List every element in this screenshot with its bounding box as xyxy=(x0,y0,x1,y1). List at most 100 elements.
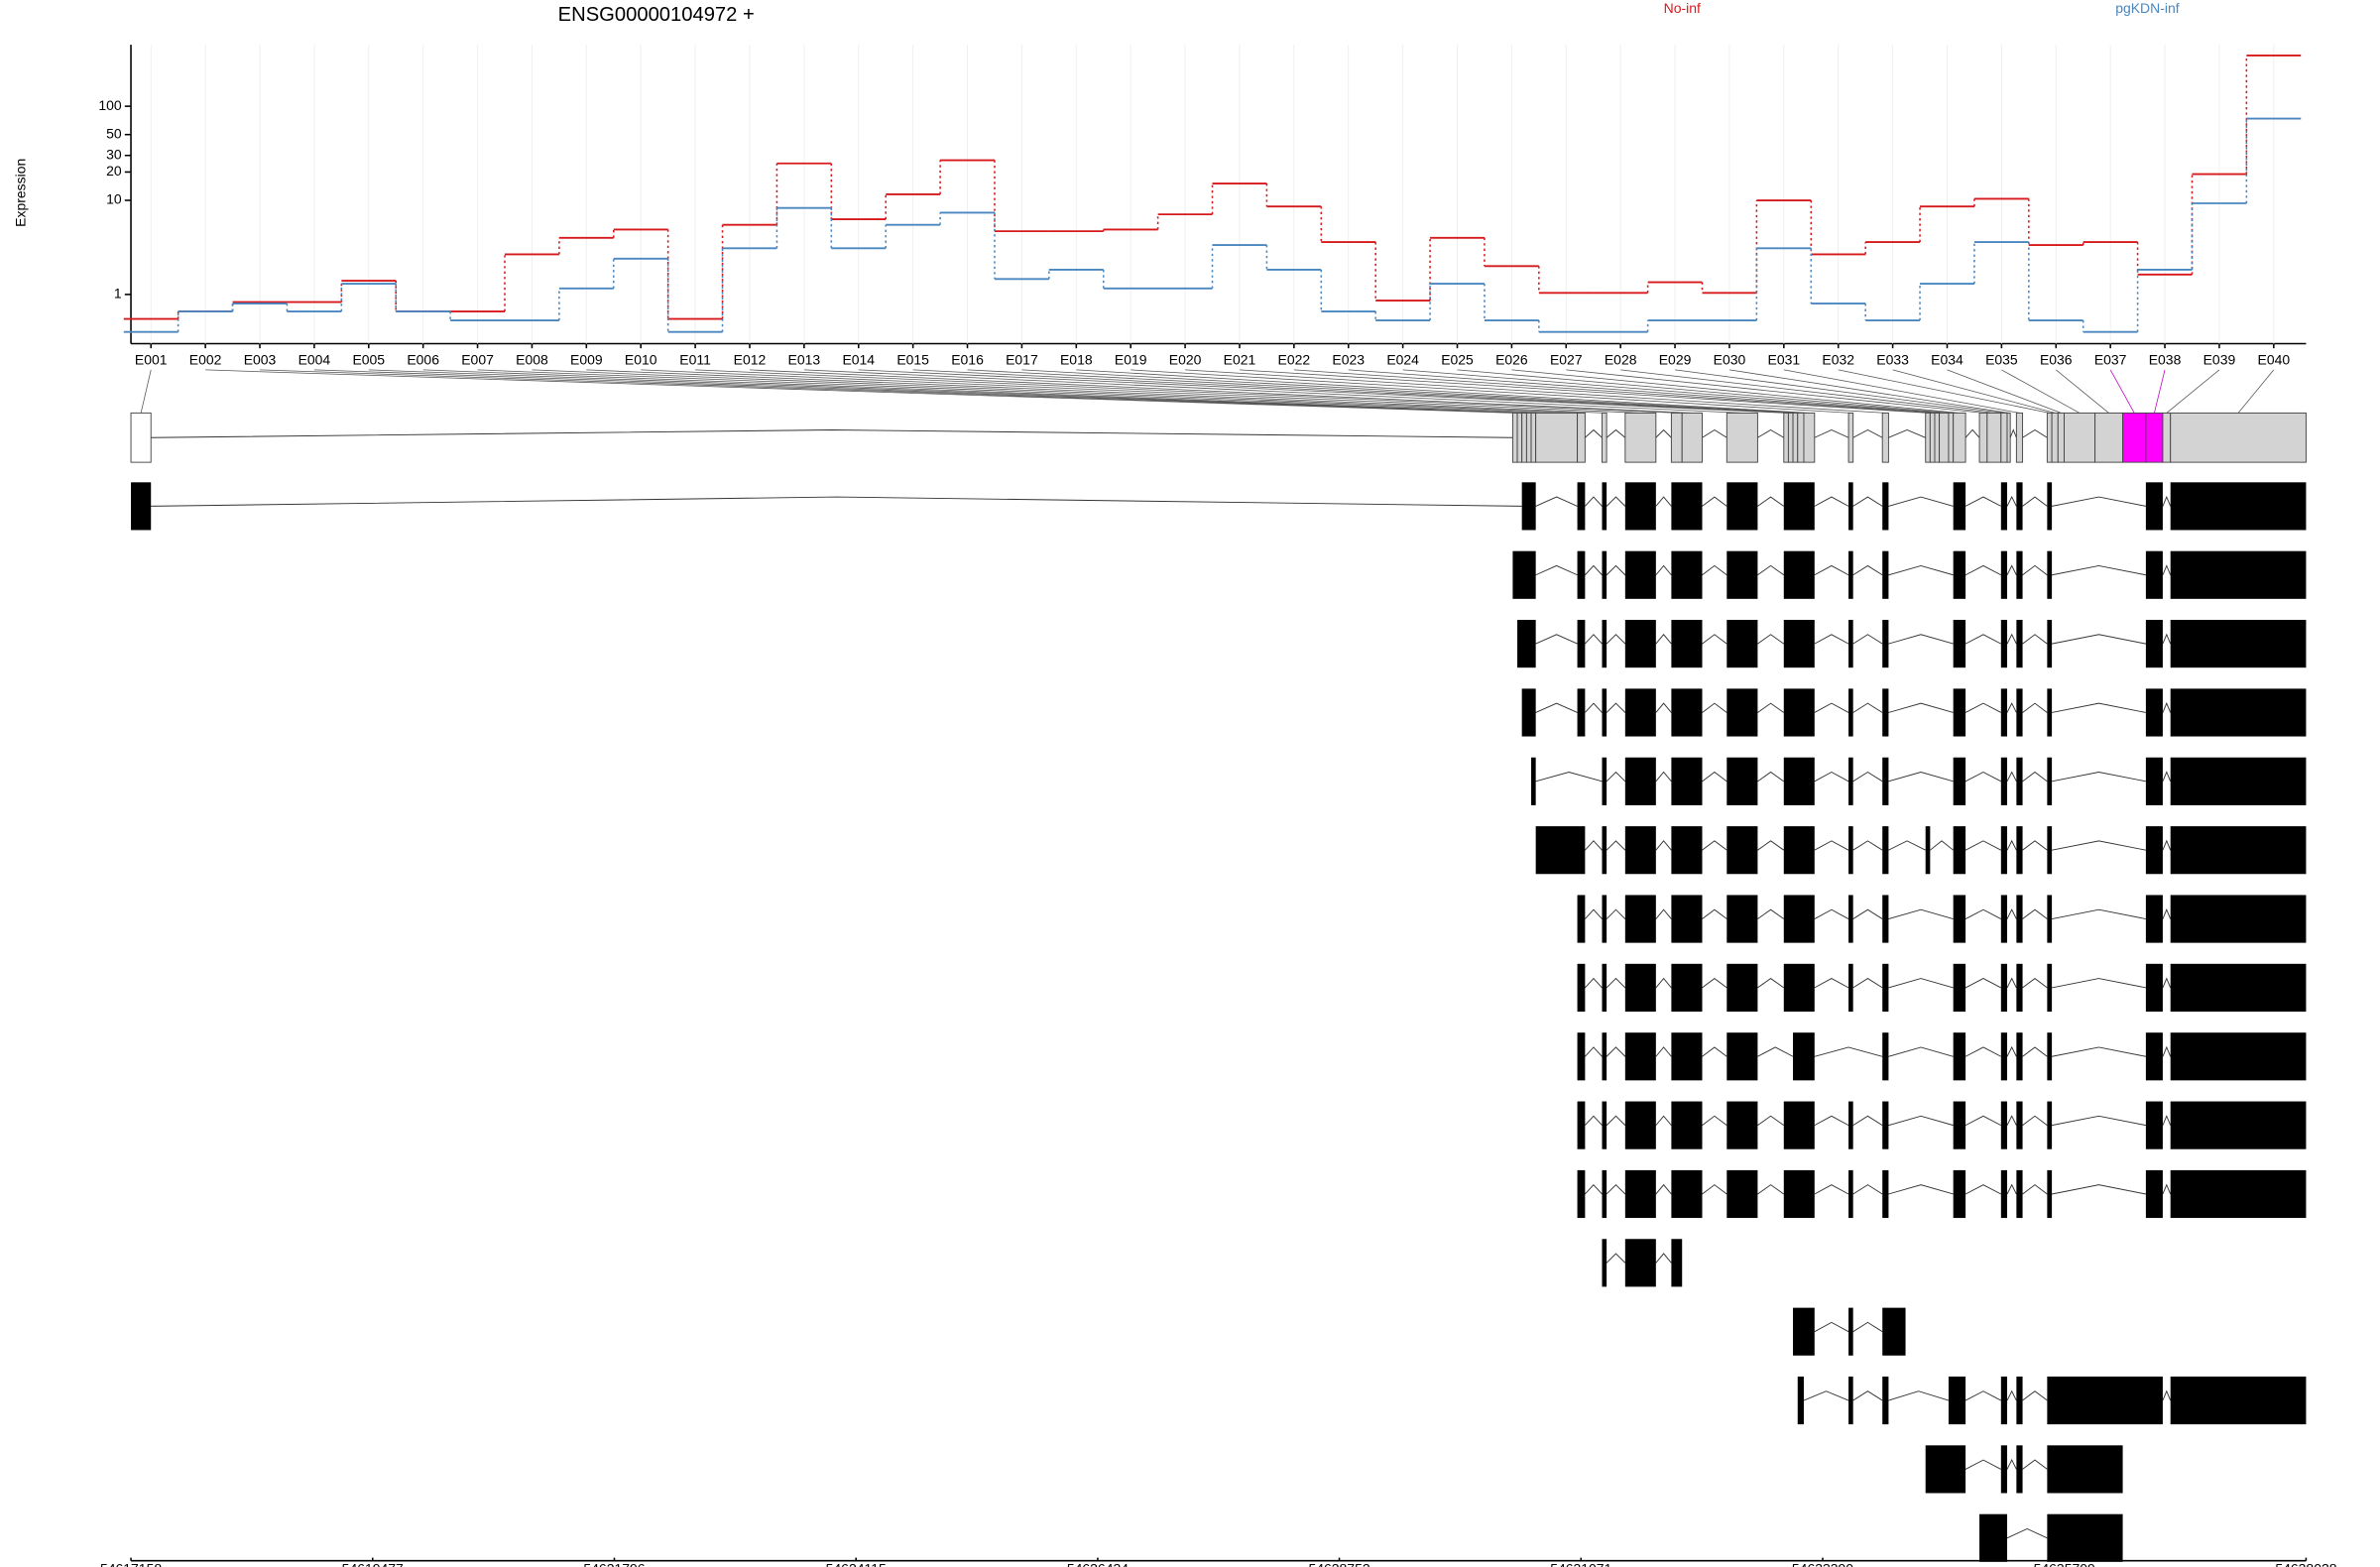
transcript-exon xyxy=(2016,1445,2023,1494)
intron xyxy=(1814,1046,1883,1057)
transcript-exon xyxy=(2000,1376,2008,1425)
intron xyxy=(1585,908,1603,919)
intron xyxy=(1888,428,1926,438)
intron xyxy=(1585,564,1603,576)
intron xyxy=(1702,1046,1727,1057)
x-tick-label: E026 xyxy=(1495,351,1528,367)
x-tick-label: E034 xyxy=(1931,351,1964,367)
transcript-exon xyxy=(2000,482,2008,531)
bin-connector xyxy=(967,369,1796,414)
intron xyxy=(1888,908,1954,919)
transcript-exon xyxy=(2170,895,2307,943)
intron xyxy=(1606,1046,1626,1057)
transcript-exon xyxy=(2145,688,2163,737)
intron xyxy=(2006,908,2017,919)
x-tick-label: E023 xyxy=(1332,351,1365,367)
bin-connector xyxy=(1838,369,2050,414)
intron xyxy=(1964,1115,2002,1127)
intron xyxy=(2162,977,2172,989)
genome-tick-label: 54619477 xyxy=(342,1561,404,1567)
bin-connector xyxy=(140,369,152,414)
transcript-exon xyxy=(2170,963,2307,1012)
intron xyxy=(2006,564,2017,575)
bin-connector xyxy=(803,369,1742,414)
exon-bin xyxy=(2046,412,2053,463)
intron xyxy=(1888,564,1954,576)
transcript-exon xyxy=(1783,688,1815,737)
intron xyxy=(1964,1459,2002,1470)
intron xyxy=(1814,908,1849,919)
transcript-exon xyxy=(1671,757,1703,805)
x-tick-label: E027 xyxy=(1550,351,1583,367)
intron xyxy=(1852,1115,1883,1127)
transcript-exon xyxy=(1726,1032,1758,1081)
transcript-exon xyxy=(2016,688,2023,737)
transcript-exon xyxy=(2047,1513,2123,1562)
exon-bin xyxy=(1978,412,1988,463)
transcript-exon xyxy=(2170,550,2307,599)
transcript-exon xyxy=(1624,826,1656,875)
intron xyxy=(1535,702,1578,713)
x-tick-label: E030 xyxy=(1714,351,1746,367)
intron xyxy=(1757,978,1785,989)
intron xyxy=(1655,496,1672,507)
transcript-exon xyxy=(2170,1101,2307,1149)
intron xyxy=(1585,428,1603,438)
exon-bin xyxy=(1953,412,1966,463)
x-tick-label: E025 xyxy=(1441,351,1474,367)
intron xyxy=(1814,978,1849,989)
transcript-exon xyxy=(1671,1101,1703,1149)
transcript-exon xyxy=(1624,895,1656,943)
transcript-exon xyxy=(1783,757,1815,805)
transcript-exon xyxy=(1602,1169,1607,1219)
intron xyxy=(2052,1115,2146,1127)
exon-bin xyxy=(1602,412,1607,463)
intron xyxy=(1852,908,1883,919)
x-tick-label: E029 xyxy=(1659,351,1692,367)
y-tick-label: 30 xyxy=(106,146,122,162)
transcript-exon xyxy=(1925,826,1931,875)
intron xyxy=(1535,564,1578,576)
intron xyxy=(1964,1184,2002,1195)
exon-bin xyxy=(1939,412,1950,463)
transcript-exon xyxy=(2170,1032,2307,1081)
intron xyxy=(1655,840,1672,851)
intron xyxy=(2052,1184,2146,1195)
transcript-exon xyxy=(2170,482,2307,531)
x-tick-label: E028 xyxy=(1605,351,1637,367)
transcript-exon xyxy=(2047,550,2053,599)
x-tick-label: E033 xyxy=(1876,351,1909,367)
transcript-exon xyxy=(2047,482,2053,531)
transcript-exon xyxy=(1671,963,1703,1012)
transcript-exon xyxy=(1671,1169,1703,1219)
transcript-exon xyxy=(1602,757,1607,805)
intron xyxy=(1852,564,1883,576)
transcript-exon xyxy=(2000,1169,2008,1219)
transcript-exon xyxy=(2047,1169,2053,1219)
intron xyxy=(1702,634,1727,645)
intron xyxy=(1757,428,1785,438)
transcript-exon xyxy=(2047,1101,2053,1149)
x-tick-label: E015 xyxy=(896,351,929,367)
transcript-exon xyxy=(1726,620,1758,668)
intron xyxy=(1888,840,1926,851)
transcript-exon xyxy=(2047,688,2053,737)
intron xyxy=(2052,702,2146,713)
transcript-exon xyxy=(1948,1376,1966,1425)
transcript-exon xyxy=(1848,550,1853,599)
intron xyxy=(2052,634,2146,645)
x-tick-label: E004 xyxy=(298,351,331,367)
transcript-exon xyxy=(1979,1513,2008,1562)
x-tick-label: E013 xyxy=(788,351,821,367)
intron xyxy=(1852,840,1883,851)
intron xyxy=(2022,1115,2048,1126)
intron xyxy=(1585,1115,1603,1126)
transcript-exon xyxy=(2016,1376,2023,1425)
transcript-exon xyxy=(2016,482,2023,531)
bin-connector xyxy=(2154,369,2166,414)
intron xyxy=(2022,702,2048,713)
intron xyxy=(1535,496,1578,507)
transcript-exon xyxy=(1848,1376,1853,1425)
intron xyxy=(1964,1046,2002,1057)
